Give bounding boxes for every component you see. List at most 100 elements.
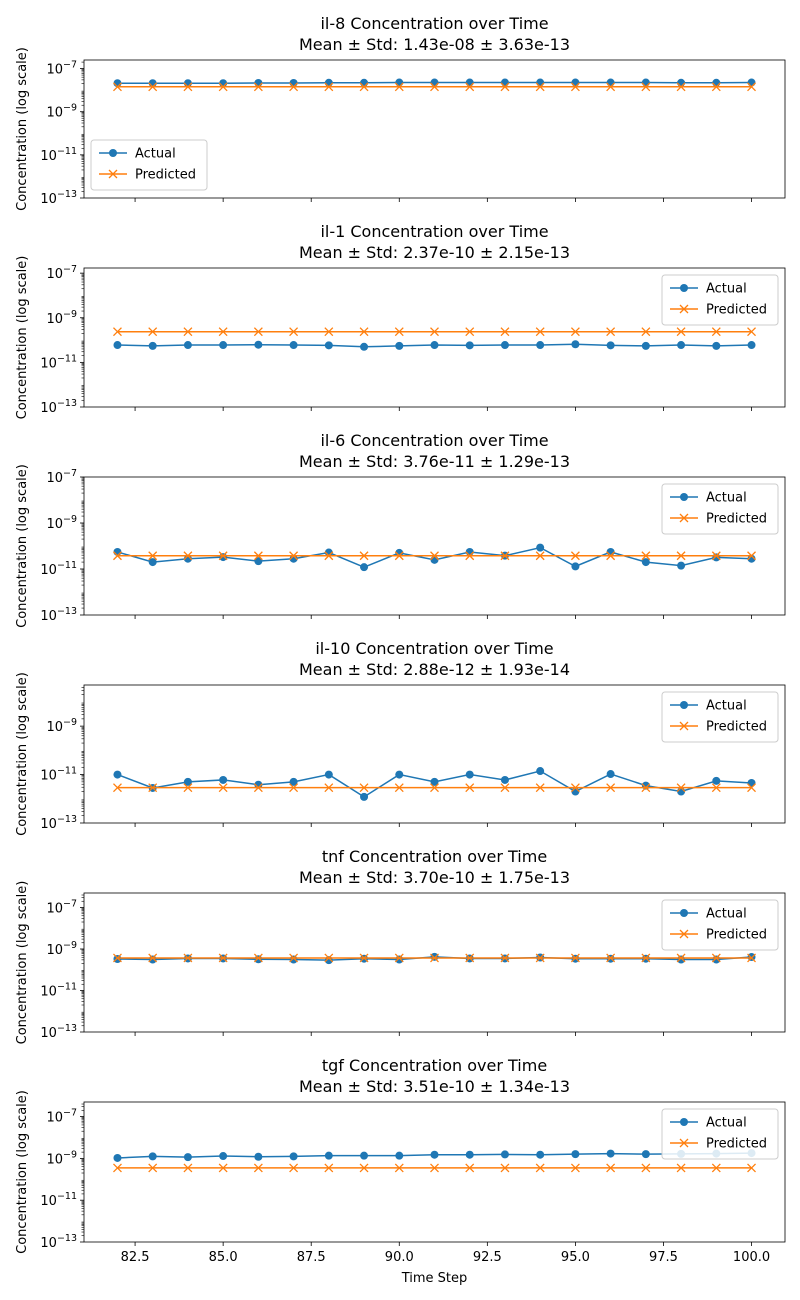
x-tick-label: 82.5 (121, 1250, 150, 1265)
predicted-point (183, 82, 193, 92)
legend: Actual Predicted (661, 899, 779, 951)
legend-label: Predicted (706, 928, 767, 943)
legend-label: Predicted (135, 168, 196, 183)
predicted-point (570, 783, 580, 793)
predicted-point (394, 1163, 404, 1173)
predicted-point (148, 551, 158, 561)
chart-title: il-1 Concentration over Time (320, 222, 548, 241)
predicted-point (113, 327, 122, 337)
predicted-point (465, 1163, 475, 1173)
actual-point (360, 792, 369, 801)
predicted-point (359, 327, 369, 337)
predicted-point (430, 783, 439, 793)
predicted-point (218, 82, 228, 92)
legend-label: Predicted (706, 512, 767, 527)
predicted-point (465, 551, 475, 561)
y-tick-label: 10−11 (40, 146, 77, 164)
actual-point (148, 1152, 157, 1161)
x-tick-label: 92.5 (473, 1250, 502, 1265)
predicted-point (113, 783, 122, 793)
legend: Actual Predicted (661, 274, 779, 326)
predicted-point (289, 1163, 299, 1173)
y-tick-label: 10−7 (46, 264, 77, 282)
predicted-point (359, 953, 369, 963)
actual-point (430, 555, 439, 564)
predicted-point (535, 1163, 545, 1173)
predicted-point (641, 82, 651, 92)
legend-marker-predicted (679, 929, 689, 939)
chart-title: tnf Concentration over Time (322, 847, 547, 866)
legend-marker-predicted (679, 304, 689, 314)
predicted-point (500, 783, 510, 793)
chart-subtitle: Mean ± Std: 2.37e-10 ± 2.15e-13 (299, 243, 570, 262)
predicted-point (113, 551, 122, 561)
y-tick-label: 10−9 (46, 717, 77, 735)
actual-point (254, 780, 263, 789)
axes-frame (83, 1101, 786, 1243)
legend-label: Actual (135, 147, 176, 162)
y-axis-label: Concentration (log scale) (15, 1090, 30, 1254)
legend-marker-actual (680, 909, 688, 917)
predicted-point (606, 327, 616, 337)
actual-point (360, 563, 369, 572)
predicted-point (324, 1163, 334, 1173)
actual-point (289, 955, 298, 964)
actual-point (183, 554, 192, 563)
y-tick-label: 10−13 (40, 189, 77, 207)
actual-point (500, 1150, 509, 1159)
panel-4: tnf Concentration over Time Mean ± Std: 3… (15, 847, 786, 1044)
predicted-point (359, 82, 369, 92)
actual-point (536, 767, 545, 776)
actual-point (395, 955, 404, 964)
actual-point (606, 547, 615, 556)
actual-point (677, 78, 686, 87)
predicted-point (570, 551, 580, 561)
predicted-point (711, 1163, 721, 1173)
predicted-point (606, 551, 616, 561)
legend-marker-predicted (108, 169, 118, 179)
axes-frame (83, 59, 786, 199)
y-tick-label: 10−13 (40, 814, 77, 832)
predicted-point (606, 82, 616, 92)
actual-point (677, 955, 686, 964)
chart-subtitle: Mean ± Std: 3.70e-10 ± 1.75e-13 (299, 868, 570, 887)
predicted-point (148, 953, 158, 963)
actual-point (536, 1150, 545, 1159)
predicted-point (747, 551, 756, 561)
actual-point (712, 776, 721, 785)
actual-point (430, 341, 439, 350)
predicted-point (606, 1163, 616, 1173)
y-tick-label: 10−7 (46, 899, 77, 917)
predicted-point (183, 783, 193, 793)
actual-point (606, 1149, 615, 1158)
actual-point (254, 1152, 263, 1161)
legend-label: Actual (706, 699, 747, 714)
y-tick-label: 10−7 (46, 60, 77, 78)
predicted-point (676, 551, 686, 561)
predicted-point (289, 82, 299, 92)
actual-point (324, 78, 333, 87)
predicted-point (253, 327, 263, 337)
axes-frame (83, 892, 786, 1033)
actual-point (571, 787, 580, 796)
predicted-point (676, 327, 686, 337)
y-tick-label: 10−13 (40, 1023, 77, 1041)
legend-marker-predicted (679, 1138, 689, 1148)
actual-point (360, 342, 369, 351)
legend-label: Predicted (706, 720, 767, 735)
predicted-point (676, 82, 686, 92)
predicted-point (253, 1163, 263, 1173)
axes-frame (83, 684, 786, 824)
y-tick-label: 10−7 (46, 1108, 77, 1126)
x-axis-label: Time Step (401, 1271, 468, 1286)
actual-point (324, 341, 333, 350)
actual-point (395, 770, 404, 779)
y-tick-label: 10−9 (46, 940, 77, 958)
actual-point (536, 543, 545, 552)
chart-subtitle: Mean ± Std: 2.88e-12 ± 1.93e-14 (299, 660, 570, 679)
predicted-point (289, 953, 299, 963)
y-tick-label: 10−13 (40, 606, 77, 624)
actual-point (289, 78, 298, 87)
predicted-point (641, 551, 651, 561)
